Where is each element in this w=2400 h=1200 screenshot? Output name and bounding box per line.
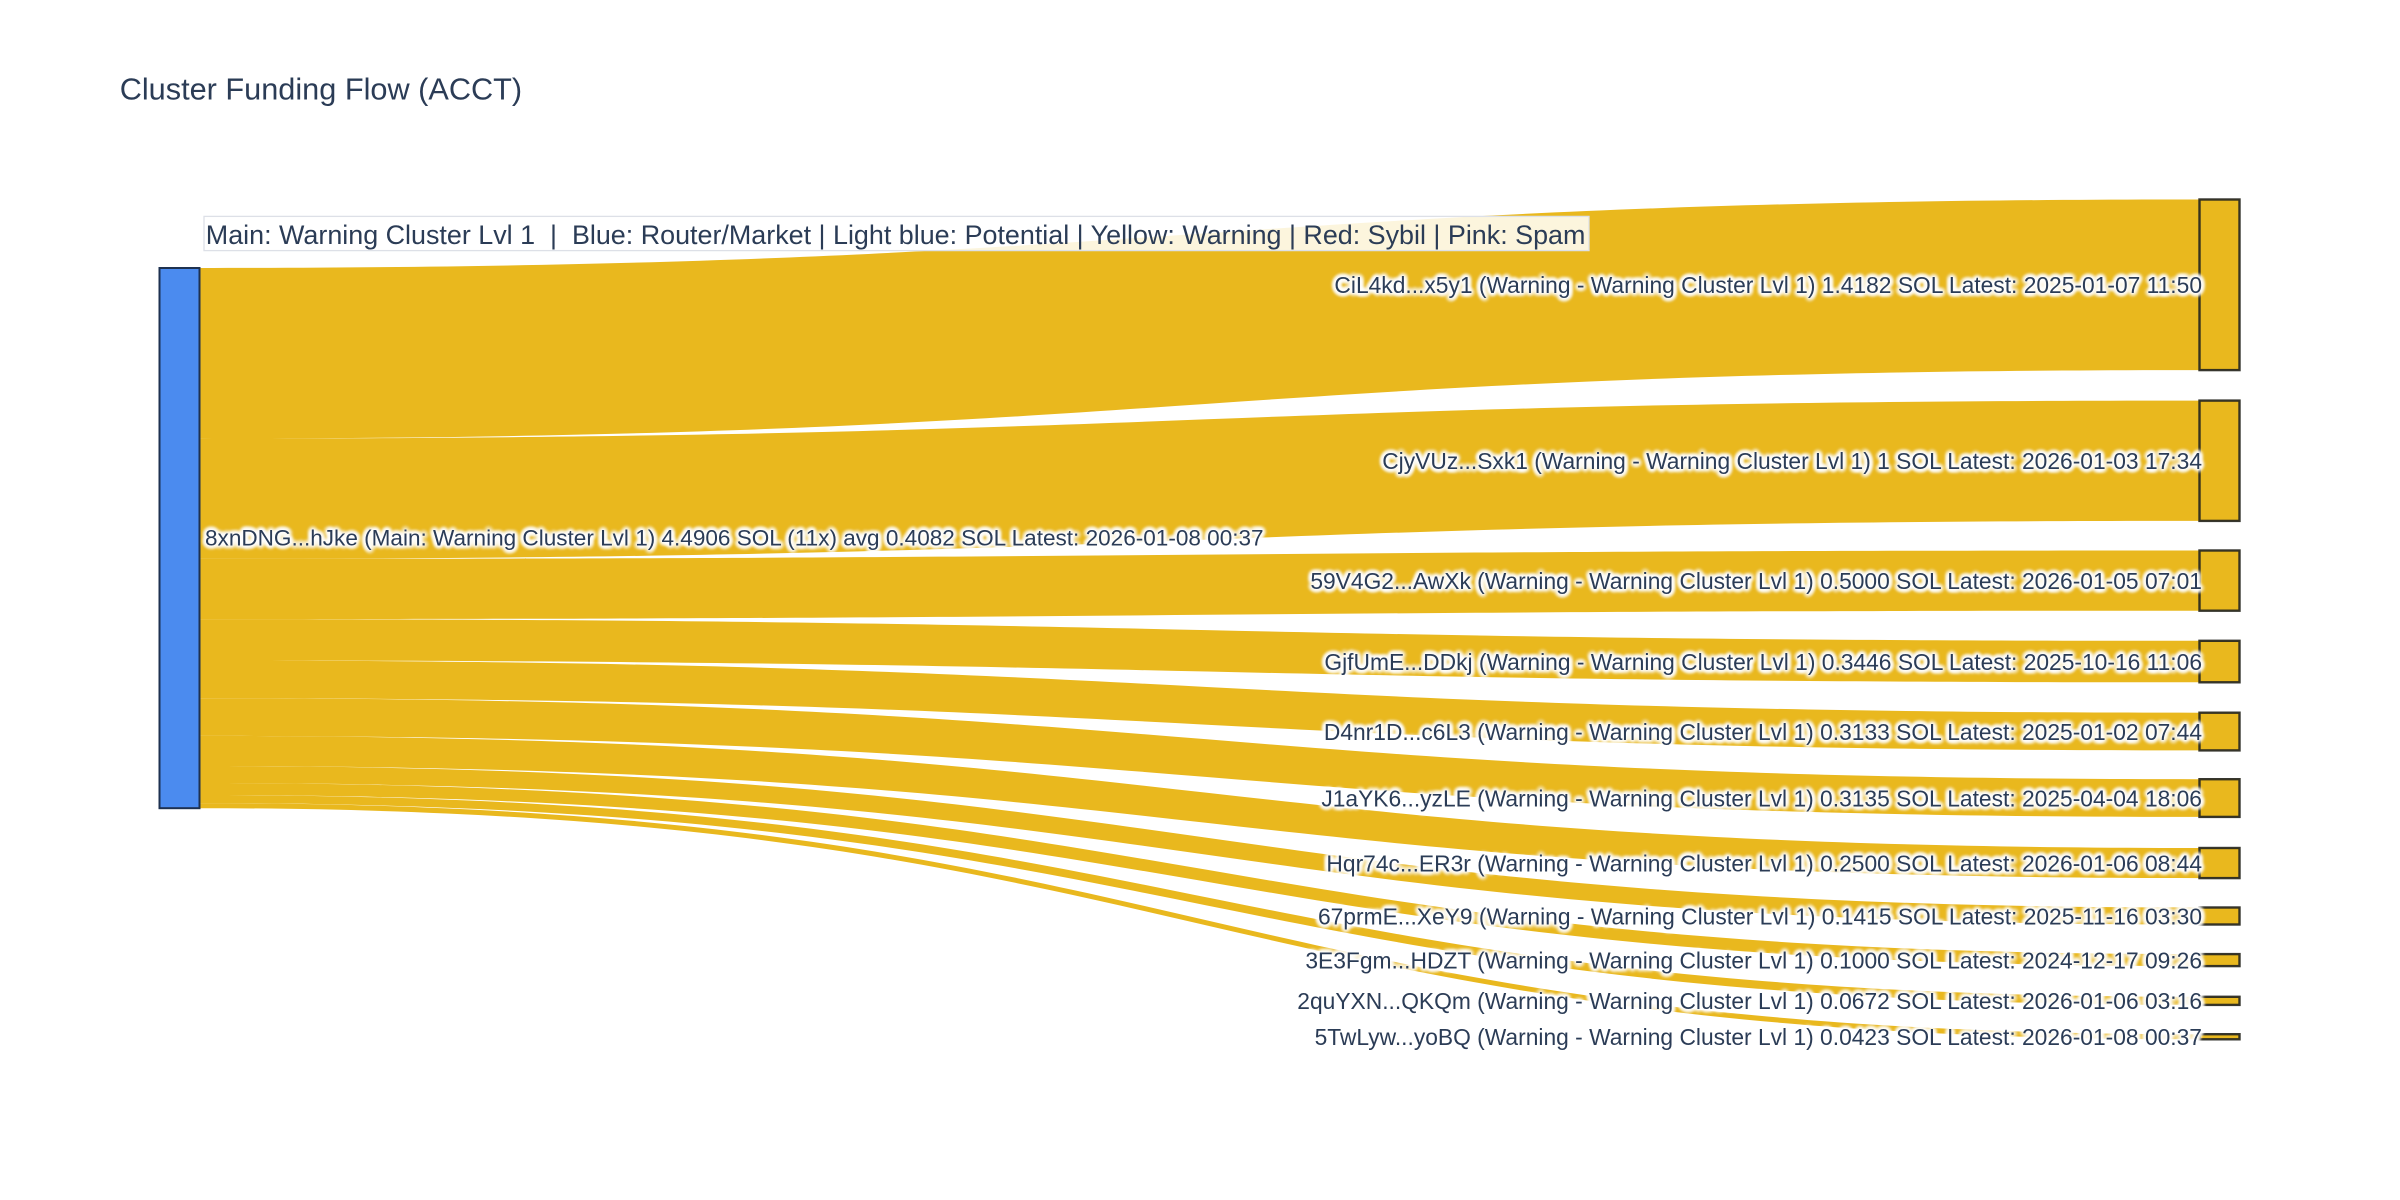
svg-text:Cluster Funding Flow (ACCT): Cluster Funding Flow (ACCT)	[120, 72, 522, 107]
svg-text:8xnDNG...hJke (Main: Warning C: 8xnDNG...hJke (Main: Warning Cluster Lvl…	[205, 526, 1264, 551]
svg-text:J1aYK6...yzLE (Warning - Warni: J1aYK6...yzLE (Warning - Warning Cluster…	[1321, 785, 2202, 811]
svg-text:GjfUmE...DDkj (Warning - Warni: GjfUmE...DDkj (Warning - Warning Cluster…	[1324, 649, 2202, 675]
svg-text:CjyVUz...Sxk1 (Warning - Warni: CjyVUz...Sxk1 (Warning - Warning Cluster…	[1382, 448, 2202, 474]
svg-text:Hqr74c...ER3r (Warning - Warni: Hqr74c...ER3r (Warning - Warning Cluster…	[1326, 850, 2202, 876]
svg-text:59V4G2...AwXk (Warning - Warni: 59V4G2...AwXk (Warning - Warning Cluster…	[1310, 568, 2202, 594]
svg-text:D4nr1D...c6L3 (Warning - Warni: D4nr1D...c6L3 (Warning - Warning Cluster…	[1324, 719, 2202, 745]
svg-text:Main: Warning Cluster Lvl 1 |: Main: Warning Cluster Lvl 1 | Blue: Rout…	[206, 220, 1586, 250]
svg-text:5TwLyw...yoBQ (Warning - Warni: 5TwLyw...yoBQ (Warning - Warning Cluster…	[1315, 1024, 2202, 1050]
svg-text:CiL4kd...x5y1 (Warning - Warni: CiL4kd...x5y1 (Warning - Warning Cluster…	[1334, 272, 2202, 298]
svg-text:67prmE...XeY9 (Warning - Warni: 67prmE...XeY9 (Warning - Warning Cluster…	[1318, 903, 2202, 929]
svg-text:2quYXN...QKQm (Warning - Warni: 2quYXN...QKQm (Warning - Warning Cluster…	[1297, 988, 2202, 1014]
svg-text:3E3Fgm...HDZT (Warning - Warni: 3E3Fgm...HDZT (Warning - Warning Cluster…	[1305, 947, 2202, 973]
